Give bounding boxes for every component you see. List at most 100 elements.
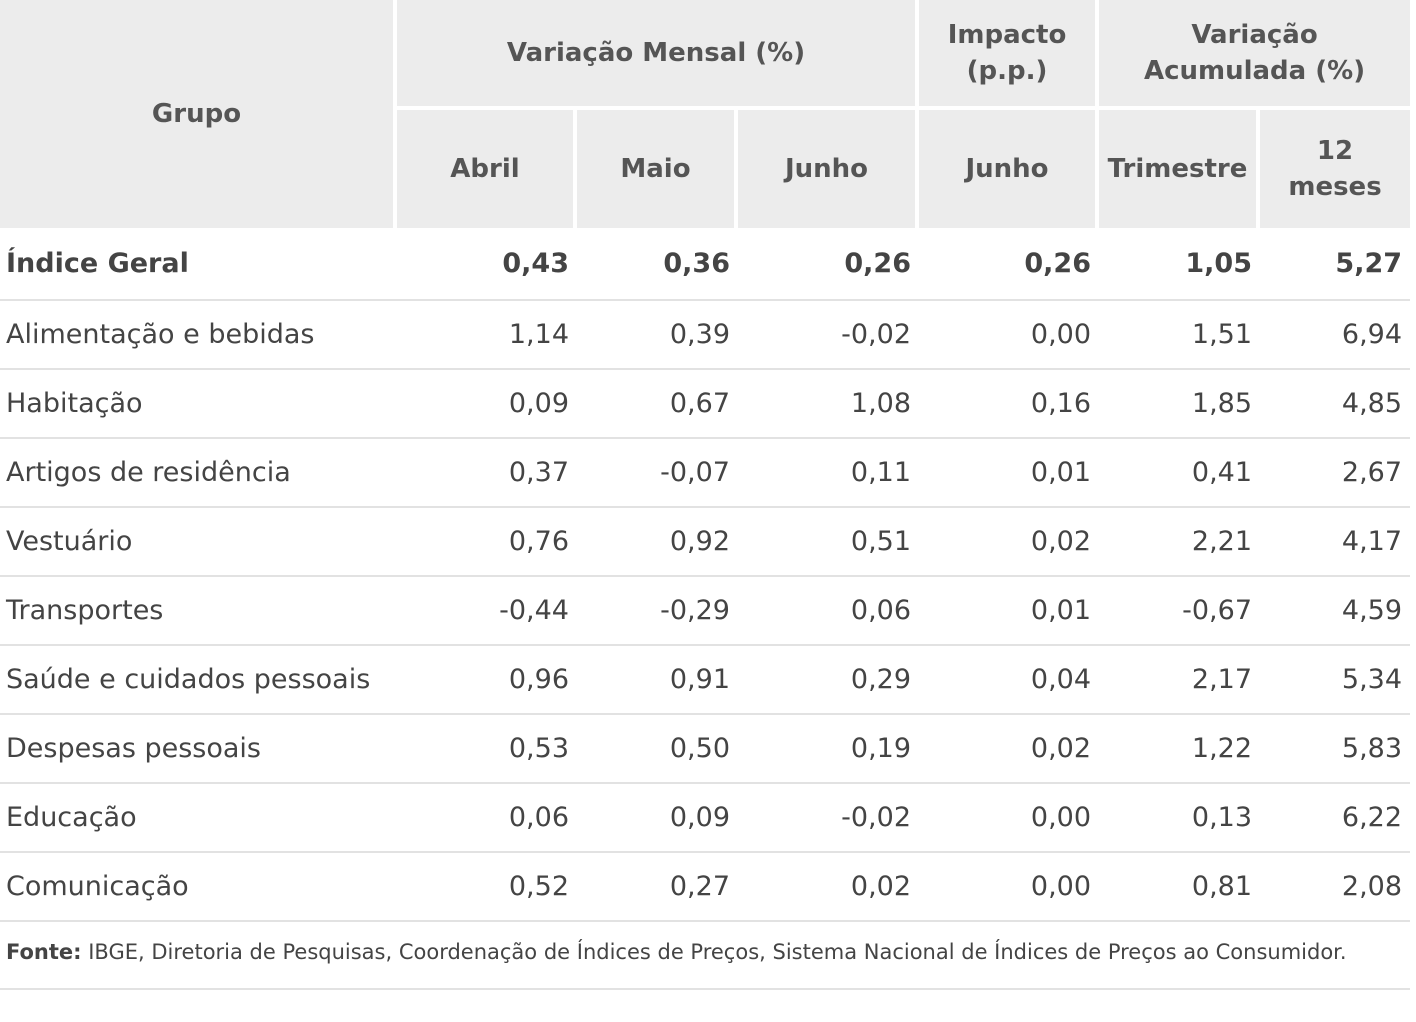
cell-junho: 0,06	[738, 577, 920, 646]
table-row: Vestuário 0,76 0,92 0,51 0,02 2,21 4,17	[0, 508, 1411, 577]
cell-abril: 0,52	[397, 853, 577, 922]
header-trimestre: Trimestre	[1099, 110, 1261, 228]
cell-12-meses: 6,94	[1260, 301, 1411, 370]
header-impacto: Impacto (p.p.)	[919, 0, 1100, 110]
cell-trimestre: 2,21	[1099, 508, 1261, 577]
header-junho: Junho	[738, 110, 920, 228]
table-row: Educação 0,06 0,09 -0,02 0,00 0,13 6,22	[0, 784, 1411, 853]
cell-impacto: 0,02	[919, 508, 1100, 577]
header-12-meses-line2: meses	[1288, 172, 1382, 202]
row-label: Transportes	[0, 577, 397, 646]
table-row: Transportes -0,44 -0,29 0,06 0,01 -0,67 …	[0, 577, 1411, 646]
cell-trimestre: 0,81	[1099, 853, 1261, 922]
cell-impacto: 0,00	[919, 784, 1100, 853]
cell-impacto: 0,01	[919, 439, 1100, 508]
header-impacto-line1: Impacto	[947, 20, 1067, 50]
cell-junho: 0,51	[738, 508, 920, 577]
cell-junho: 1,08	[738, 370, 920, 439]
cell-impacto: 0,04	[919, 646, 1100, 715]
cell-junho: -0,02	[738, 301, 920, 370]
row-label: Despesas pessoais	[0, 715, 397, 784]
cell-maio: 0,92	[577, 508, 738, 577]
cell-impacto: 0,01	[919, 577, 1100, 646]
cell-abril: 0,37	[397, 439, 577, 508]
table-body: Índice Geral 0,43 0,36 0,26 0,26 1,05 5,…	[0, 228, 1411, 922]
cell-trimestre: 1,85	[1099, 370, 1261, 439]
header-abril: Abril	[397, 110, 577, 228]
cell-abril: 0,53	[397, 715, 577, 784]
cell-abril: 0,43	[397, 228, 577, 301]
cell-12-meses: 2,67	[1260, 439, 1411, 508]
cell-trimestre: 0,41	[1099, 439, 1261, 508]
source-text: IBGE, Diretoria de Pesquisas, Coordenaçã…	[81, 940, 1347, 964]
header-variacao-acumulada-line1: Variação	[1191, 20, 1318, 50]
cell-abril: 0,76	[397, 508, 577, 577]
row-label: Artigos de residência	[0, 439, 397, 508]
row-label: Habitação	[0, 370, 397, 439]
cell-impacto: 0,16	[919, 370, 1100, 439]
cell-impacto: 0,02	[919, 715, 1100, 784]
cell-12-meses: 4,17	[1260, 508, 1411, 577]
table-row-indice-geral: Índice Geral 0,43 0,36 0,26 0,26 1,05 5,…	[0, 228, 1411, 301]
cell-impacto: 0,00	[919, 853, 1100, 922]
cell-12-meses: 6,22	[1260, 784, 1411, 853]
cell-impacto: 0,26	[919, 228, 1100, 301]
table-row: Comunicação 0,52 0,27 0,02 0,00 0,81 2,0…	[0, 853, 1411, 922]
cell-maio: -0,07	[577, 439, 738, 508]
table-row: Alimentação e bebidas 1,14 0,39 -0,02 0,…	[0, 301, 1411, 370]
cell-12-meses: 4,59	[1260, 577, 1411, 646]
header-variacao-acumulada: Variação Acumulada (%)	[1099, 0, 1411, 110]
cell-maio: 0,67	[577, 370, 738, 439]
cell-trimestre: 2,17	[1099, 646, 1261, 715]
cell-12-meses: 5,27	[1260, 228, 1411, 301]
cell-maio: 0,39	[577, 301, 738, 370]
table-row: Habitação 0,09 0,67 1,08 0,16 1,85 4,85	[0, 370, 1411, 439]
row-label: Saúde e cuidados pessoais	[0, 646, 397, 715]
cell-abril: 0,09	[397, 370, 577, 439]
cell-junho: 0,19	[738, 715, 920, 784]
table-row: Saúde e cuidados pessoais 0,96 0,91 0,29…	[0, 646, 1411, 715]
cell-12-meses: 4,85	[1260, 370, 1411, 439]
cell-abril: 0,96	[397, 646, 577, 715]
cell-12-meses: 5,34	[1260, 646, 1411, 715]
cell-maio: 0,27	[577, 853, 738, 922]
header-12-meses: 12 meses	[1260, 110, 1411, 228]
cell-junho: 0,11	[738, 439, 920, 508]
row-label: Índice Geral	[0, 228, 397, 301]
cell-12-meses: 5,83	[1260, 715, 1411, 784]
cell-maio: 0,09	[577, 784, 738, 853]
table-header: Grupo Variação Mensal (%) Impacto (p.p.)…	[0, 0, 1411, 228]
cell-trimestre: 0,13	[1099, 784, 1261, 853]
cell-maio: 0,91	[577, 646, 738, 715]
table-row: Despesas pessoais 0,53 0,50 0,19 0,02 1,…	[0, 715, 1411, 784]
table-row: Artigos de residência 0,37 -0,07 0,11 0,…	[0, 439, 1411, 508]
header-variacao-mensal: Variação Mensal (%)	[397, 0, 920, 110]
cell-abril: 0,06	[397, 784, 577, 853]
row-label: Educação	[0, 784, 397, 853]
cell-trimestre: 1,05	[1099, 228, 1261, 301]
cell-junho: -0,02	[738, 784, 920, 853]
cell-junho: 0,26	[738, 228, 920, 301]
cell-junho: 0,29	[738, 646, 920, 715]
cell-maio: 0,36	[577, 228, 738, 301]
source-note: Fonte: IBGE, Diretoria de Pesquisas, Coo…	[0, 922, 1410, 990]
header-variacao-acumulada-line2: Acumulada (%)	[1143, 56, 1366, 86]
cell-trimestre: 1,51	[1099, 301, 1261, 370]
cell-impacto: 0,00	[919, 301, 1100, 370]
row-label: Vestuário	[0, 508, 397, 577]
source-label: Fonte:	[6, 940, 82, 964]
cell-12-meses: 2,08	[1260, 853, 1411, 922]
cell-maio: -0,29	[577, 577, 738, 646]
cell-maio: 0,50	[577, 715, 738, 784]
header-12-meses-line1: 12	[1316, 136, 1354, 166]
cell-trimestre: -0,67	[1099, 577, 1261, 646]
ipca-table: Grupo Variação Mensal (%) Impacto (p.p.)…	[0, 0, 1411, 922]
header-grupo: Grupo	[0, 0, 397, 228]
header-impacto-line2: (p.p.)	[966, 56, 1048, 86]
cell-trimestre: 1,22	[1099, 715, 1261, 784]
header-impacto-junho: Junho	[919, 110, 1100, 228]
cell-junho: 0,02	[738, 853, 920, 922]
row-label: Alimentação e bebidas	[0, 301, 397, 370]
header-maio: Maio	[577, 110, 738, 228]
cell-abril: 1,14	[397, 301, 577, 370]
